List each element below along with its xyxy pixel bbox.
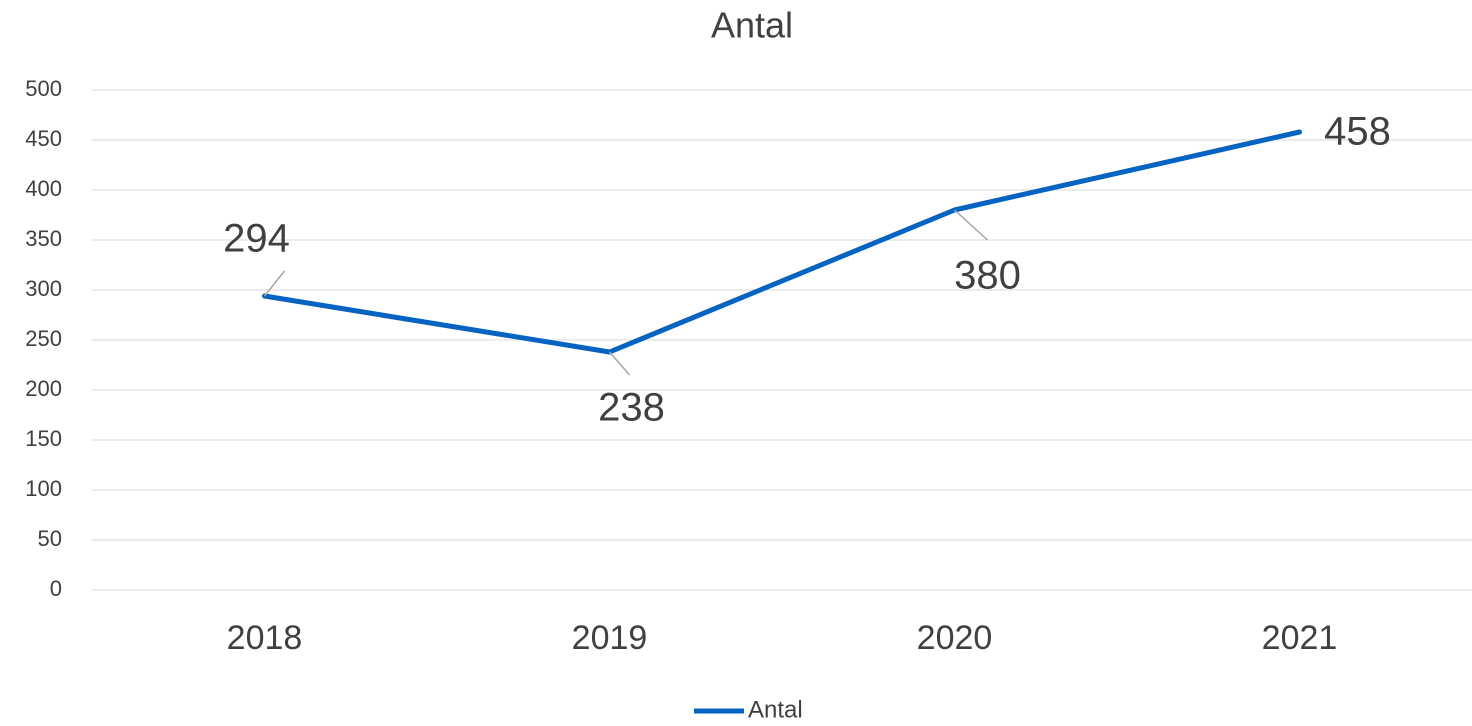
leader-line [608, 351, 631, 376]
y-tick-label: 50 [38, 526, 62, 551]
y-tick-label: 100 [25, 476, 62, 501]
data-label: 294 [223, 217, 290, 261]
y-tick-label: 200 [25, 376, 62, 401]
y-tick-label: 400 [25, 176, 62, 201]
y-tick-label: 0 [50, 576, 62, 601]
data-label: 458 [1324, 110, 1391, 154]
y-tick-label: 300 [25, 276, 62, 301]
leader-line [263, 270, 286, 297]
line-series [262, 129, 1302, 355]
leader-line [953, 209, 989, 241]
x-tick-label: 2021 [1262, 619, 1338, 657]
chart-title: Antal [711, 5, 793, 46]
data-label: 380 [954, 254, 1021, 298]
data-label: 238 [598, 386, 665, 430]
y-tick-label: 150 [25, 426, 62, 451]
y-tick-label: 350 [25, 226, 62, 251]
y-tick-label: 500 [25, 76, 62, 101]
x-tick-label: 2020 [917, 619, 993, 657]
y-tick-label: 450 [25, 126, 62, 151]
x-tick-label: 2019 [572, 619, 648, 657]
y-tick-label: 250 [25, 326, 62, 351]
legend-label: Antal [748, 696, 803, 723]
x-tick-label: 2018 [227, 619, 303, 657]
